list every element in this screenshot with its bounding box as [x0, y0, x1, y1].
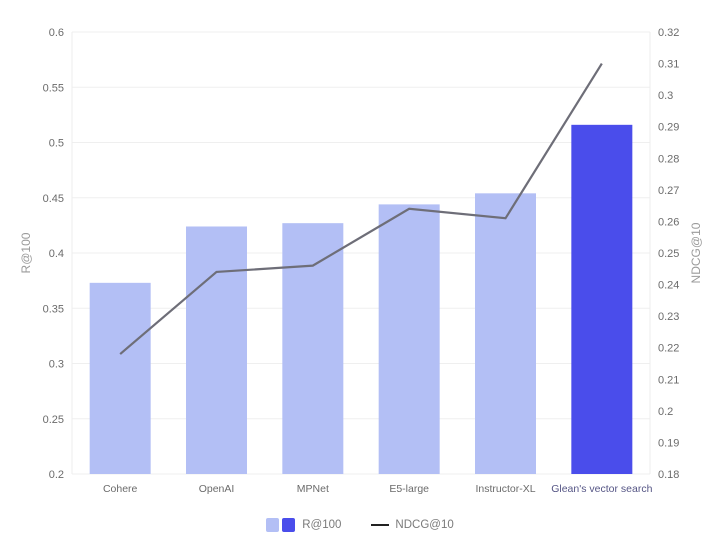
legend-swatch-light — [266, 518, 280, 532]
left-tick-label: 0.2 — [49, 469, 64, 481]
right-tick-label: 0.31 — [658, 59, 679, 71]
ndcg-line — [119, 62, 603, 355]
right-axis-title: NDCG@10 — [689, 222, 703, 283]
x-tick-label: Glean's vector search — [551, 483, 652, 495]
right-tick-label: 0.18 — [658, 469, 679, 481]
right-tick-label: 0.27 — [658, 185, 679, 197]
bar — [89, 282, 151, 474]
line-series-ndcg10 — [119, 62, 603, 355]
legend-line-icon — [371, 524, 390, 526]
bar-series-r100 — [89, 124, 633, 474]
right-tick-label: 0.32 — [658, 27, 679, 39]
left-tick-label: 0.5 — [49, 138, 64, 150]
gridlines — [71, 31, 651, 475]
right-tick-label: 0.29 — [658, 122, 679, 134]
bar — [282, 223, 344, 474]
left-axis-ticks: 0.6 0.55 0.5 0.45 0.4 0.35 0.3 0.25 0.2 — [43, 27, 64, 481]
right-tick-label: 0.28 — [658, 153, 679, 165]
x-tick-label: MPNet — [297, 483, 329, 495]
x-axis-ticks: Cohere OpenAI MPNet E5-large Instructor-XL Gl… — [103, 483, 653, 495]
bar — [378, 204, 440, 474]
right-tick-label: 0.24 — [658, 280, 679, 292]
bar — [571, 124, 633, 474]
left-tick-label: 0.45 — [43, 193, 64, 205]
x-tick-label: Cohere — [103, 483, 138, 495]
left-tick-label: 0.25 — [43, 414, 64, 426]
right-tick-label: 0.22 — [658, 343, 679, 355]
legend-label-r100: R@100 — [302, 519, 342, 531]
bar — [475, 193, 536, 474]
legend-swatch-dark — [282, 518, 296, 532]
right-tick-label: 0.21 — [658, 374, 679, 386]
right-tick-label: 0.19 — [658, 437, 679, 449]
right-tick-label: 0.25 — [658, 248, 679, 260]
right-tick-label: 0.23 — [658, 311, 679, 323]
left-tick-label: 0.55 — [43, 82, 64, 94]
legend-label-ndcg10: NDCG@10 — [395, 519, 454, 531]
right-tick-label: 0.2 — [658, 406, 673, 418]
bar — [186, 226, 247, 474]
left-tick-label: 0.4 — [49, 248, 64, 260]
legend: R@100 NDCG@10 — [0, 518, 720, 532]
x-tick-label: Instructor-XL — [475, 483, 535, 495]
left-tick-label: 0.6 — [49, 27, 64, 39]
right-axis-ticks: 0.32 0.31 0.3 0.29 0.28 0.27 0.26 0.25 0.24 0.23 0… — [658, 27, 679, 481]
combo-chart: 0.6 0.55 0.5 0.45 0.4 0.35 0.3 0.25 0.2 0.32 0.31… — [19, 27, 703, 495]
right-tick-label: 0.26 — [658, 216, 679, 228]
x-tick-label: E5-large — [389, 483, 429, 495]
x-tick-label: OpenAI — [199, 483, 235, 495]
left-tick-label: 0.35 — [43, 303, 64, 315]
left-tick-label: 0.3 — [49, 359, 64, 371]
right-tick-label: 0.3 — [658, 90, 673, 102]
left-axis-title: R@100 — [19, 232, 33, 273]
